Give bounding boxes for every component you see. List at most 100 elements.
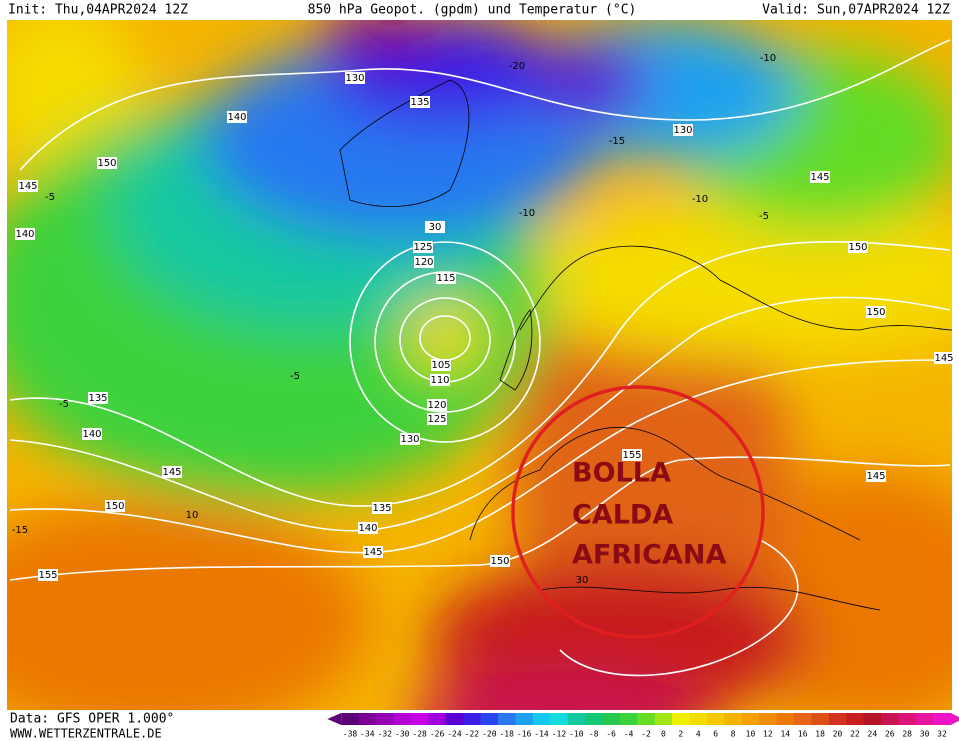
colorbar-swatch: [915, 713, 934, 725]
colorbar-label: 32: [937, 730, 947, 739]
colorbar-swatch: [410, 713, 429, 725]
colorbar-label: -12: [552, 730, 567, 739]
colorbar-label: 6: [713, 730, 718, 739]
label-box: [18, 180, 38, 192]
temperature-label: -15: [12, 525, 28, 536]
colorbar-swatch: [445, 713, 464, 725]
label-box: [38, 569, 58, 581]
label-box: [400, 433, 420, 445]
colorbar-label: -22: [465, 730, 480, 739]
label-box: [490, 555, 510, 567]
colorbar-swatch: [498, 713, 516, 725]
label-box: [372, 502, 392, 514]
annotation: BOLLA: [572, 458, 671, 489]
colorbar-swatch: [828, 713, 847, 725]
label-box: [934, 352, 954, 364]
label-box: [866, 306, 886, 318]
geopotential-label: 110: [430, 375, 449, 386]
geopotential-label: 135: [88, 393, 107, 404]
colorbar-swatch: [776, 713, 795, 725]
geopotential-label: 150: [848, 242, 867, 253]
colorbar-label: -8: [589, 730, 599, 739]
label-box: [431, 359, 451, 371]
colorbar-label: -20: [482, 730, 497, 739]
label-box: [15, 228, 35, 240]
label-box: [430, 374, 450, 386]
colorbar-swatch: [376, 713, 395, 725]
colorbar-swatch: [585, 713, 603, 725]
colorbar-swatch: [619, 713, 638, 725]
colorbar-label: 4: [696, 730, 701, 739]
temperature-label: -15: [609, 136, 625, 147]
colorbar: -38 -34 -32 -30 -28 -26 -24 -22 -20 -18 -16 -14 -12-…: [327, 713, 959, 739]
temperature-label: -10: [760, 53, 776, 64]
colorbar-label: -14: [534, 730, 549, 739]
label-box: [97, 157, 117, 169]
label-box: [227, 111, 247, 123]
temperature-label: 30: [576, 575, 589, 586]
label-box: [427, 413, 447, 425]
colorbar-label: 26: [885, 730, 895, 739]
colorbar-label: -30: [395, 730, 410, 739]
label-box: [162, 466, 182, 478]
colorbar-swatch: [637, 713, 656, 725]
colorbar-label: -6: [606, 730, 616, 739]
colorbar-label: -38: [343, 730, 358, 739]
colorbar-swatch: [654, 713, 673, 725]
colorbar-label: -18: [499, 730, 514, 739]
label-box: [673, 124, 693, 136]
header-bar: [0, 0, 959, 20]
colorbar-label: -2: [641, 730, 651, 739]
geopotential-label: 140: [227, 112, 246, 123]
colorbar-label: -24: [447, 730, 462, 739]
label-box: [82, 428, 102, 440]
colorbar-label: 22: [850, 730, 860, 739]
colorbar-label: 10: [746, 730, 756, 739]
geopotential-label: 105: [431, 360, 450, 371]
geopotential-label: 130: [673, 125, 692, 136]
colorbar-label: 14: [780, 730, 790, 739]
colorbar-label: 20: [833, 730, 843, 739]
colorbar-label: -26: [430, 730, 445, 739]
geopotential-label: 120: [414, 257, 433, 268]
colorbar-swatch: [933, 713, 952, 725]
colorbar-swatch: [428, 713, 447, 725]
annotation: AFRICANA: [572, 540, 726, 571]
temperature-label: -5: [59, 399, 69, 410]
colorbar-label: 18: [815, 730, 825, 739]
geopotential-label: 30: [429, 222, 442, 233]
colorbar-swatch: [898, 713, 917, 725]
geopotential-label: 140: [82, 429, 101, 440]
colorbar-swatch: [463, 713, 482, 725]
annotation: CALDA: [572, 500, 673, 531]
colorbar-swatch: [567, 713, 586, 725]
colorbar-swatch: [393, 713, 412, 725]
temperature-label: -5: [759, 211, 769, 222]
colorbar-label: 2: [678, 730, 683, 739]
label-box: [414, 256, 434, 268]
colorbar-label: -34: [360, 730, 375, 739]
temperature-label: -10: [692, 194, 708, 205]
label-box: [410, 96, 430, 108]
geopotential-label: 140: [15, 229, 34, 240]
colorbar-swatch: [741, 713, 760, 725]
colorbar-swatch: [341, 713, 360, 725]
colorbar-end: [327, 713, 342, 725]
label-box: [810, 171, 830, 183]
colorbar-label: 8: [731, 730, 736, 739]
highlight-circle: [511, 385, 765, 639]
geopotential-label: 150: [105, 501, 124, 512]
geopotential-label: 145: [866, 471, 885, 482]
geopotential-label: 120: [427, 400, 446, 411]
colorbar-label: -4: [624, 730, 634, 739]
label-box: [436, 272, 456, 284]
geopotential-label: 155: [622, 450, 641, 461]
geopotential-label: 130: [345, 73, 364, 84]
geopotential-label: 150: [866, 307, 885, 318]
temperature-label: -5: [290, 371, 300, 382]
geopotential-label: 145: [934, 353, 953, 364]
geopotential-label: 145: [363, 547, 382, 558]
colorbar-swatch: [515, 713, 534, 725]
